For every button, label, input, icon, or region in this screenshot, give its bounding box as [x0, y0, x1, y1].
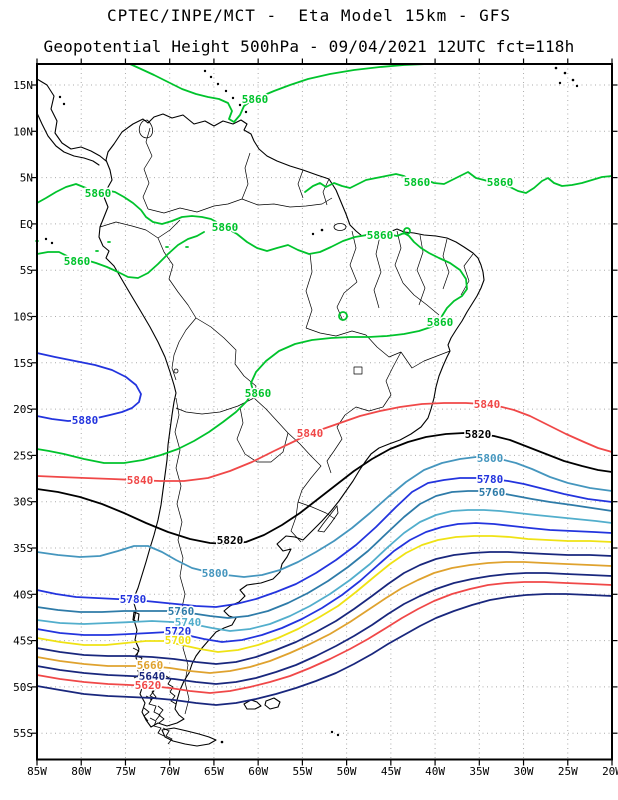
lat-label-15N: 15N [13, 79, 33, 92]
lon-label-55W: 55W [292, 765, 312, 778]
contour-5860-loop-2 [403, 227, 411, 235]
contour-5740 [36, 509, 613, 632]
contour-label-5860: 5860 [245, 387, 272, 400]
lon-label-70W: 70W [160, 765, 180, 778]
contour-label-5840: 5840 [297, 427, 324, 440]
contour-5860-north [129, 63, 428, 123]
patos-lagoon [317, 505, 339, 533]
lat-label-45S: 45S [13, 635, 33, 648]
contour-label-5860: 5860 [64, 255, 91, 268]
contour-label-5860: 5860 [212, 221, 239, 234]
contour-label-5820: 5820 [217, 534, 244, 547]
central-america-caribbean-coast [36, 78, 107, 162]
lat-label-5N: 5N [20, 172, 33, 185]
contour-label-5620: 5620 [135, 679, 162, 692]
contour-5720 [36, 522, 613, 643]
south-america-coastline [98, 113, 485, 728]
contour-5860-ecuador [36, 231, 205, 279]
lake-titicaca [173, 368, 179, 374]
contour-label-5840: 5840 [474, 398, 501, 411]
central-america-pacific-coast [36, 112, 100, 166]
coastlines-and-borders [36, 66, 579, 747]
lat-label-55S: 55S [13, 727, 33, 740]
contour-5820 [36, 432, 613, 545]
lon-label-25W: 25W [558, 765, 578, 778]
contour-5860-main [36, 183, 468, 464]
lat-label-35S: 35S [13, 542, 33, 555]
contour-label-5700: 5700 [165, 634, 192, 647]
contour-5660 [36, 561, 613, 674]
contour-label-5800: 5800 [202, 567, 229, 580]
contour-label-5860: 5860 [242, 93, 269, 106]
axis-labels: 15N 10N 5N EQ 5S 10S 15S 20S 25S 30S 35S 40S 45S 50S 5… [13, 79, 618, 778]
lon-label-30W: 30W [514, 765, 534, 778]
contour-5760 [36, 490, 613, 619]
contour-5860-atlantic [304, 171, 613, 194]
contour-label-5860: 5860 [367, 229, 394, 242]
contour-label-5800: 5800 [477, 452, 504, 465]
contour-label-5780: 5780 [477, 473, 504, 486]
contour-label-5740: 5740 [175, 616, 202, 629]
lon-label-45W: 45W [381, 765, 401, 778]
contour-5620 [36, 581, 613, 694]
lon-label-35W: 35W [469, 765, 489, 778]
lat-label-EQ: EQ [20, 218, 33, 231]
lat-label-5S: 5S [20, 264, 33, 277]
contour-5880 [36, 352, 142, 422]
title-line-2: Geopotential Height 500hPa - 09/04/2021 … [43, 37, 575, 56]
map-frame [36, 63, 613, 761]
island-specks [44, 66, 579, 744]
lat-label-10S: 10S [13, 311, 33, 324]
contour-5680 [36, 551, 613, 665]
patagonia-fjords [132, 647, 177, 745]
contour-label-5860: 5860 [404, 176, 431, 189]
contour-value-labels: 5880 5860 5860 5860 5860 5860 5860 5860 5860 5860… [62, 92, 515, 694]
lat-label-15S: 15S [13, 357, 33, 370]
contour-label-5640: 5640 [139, 670, 166, 683]
contour-5840 [36, 402, 613, 482]
lon-label-50W: 50W [337, 765, 357, 778]
falkland-islands-east [264, 697, 281, 710]
lon-label-40W: 40W [425, 765, 445, 778]
contour-label-5780: 5780 [120, 593, 147, 606]
lat-label-50S: 50S [13, 681, 33, 694]
contour-5780 [36, 477, 613, 608]
chiloe-island [132, 611, 140, 623]
contour-label-5760: 5760 [168, 605, 195, 618]
lat-label-20S: 20S [13, 403, 33, 416]
contour-label-5840: 5840 [127, 474, 154, 487]
lake-maracaibo [138, 119, 154, 139]
lon-label-60W: 60W [248, 765, 268, 778]
contour-label-5760: 5760 [479, 486, 506, 499]
contour-label-5720: 5720 [165, 625, 192, 638]
contour-lines [35, 63, 613, 706]
title-line-1: CPTEC/INPE/MCT - Eta Model 15km - GFS [106, 6, 512, 25]
contour-5640 [36, 572, 613, 685]
contour-label-5880: 5880 [72, 414, 99, 427]
lat-label-30S: 30S [13, 496, 33, 509]
lon-label-80W: 80W [71, 765, 91, 778]
contour-5860-loop-1 [338, 311, 348, 321]
distrito-federal [353, 366, 363, 375]
contour-5700 [36, 535, 613, 653]
lon-label-65W: 65W [204, 765, 224, 778]
contour-label-5660: 5660 [137, 659, 164, 672]
lat-label-40S: 40S [13, 588, 33, 601]
contour-5800 [36, 456, 613, 578]
marajo-island [333, 223, 347, 231]
contour-5600 [36, 593, 613, 706]
contour-label-5860: 5860 [427, 316, 454, 329]
internal-borders [99, 127, 474, 715]
contour-label-5860: 5860 [85, 187, 112, 200]
contour-label-5820: 5820 [465, 428, 492, 441]
tierra-del-fuego [161, 727, 217, 747]
lat-label-10N: 10N [13, 125, 33, 138]
lon-label-75W: 75W [116, 765, 136, 778]
lon-label-20W: 20W [602, 765, 618, 778]
contour-label-5860: 5860 [487, 176, 514, 189]
lon-label-85W: 85W [27, 765, 47, 778]
lat-label-25S: 25S [13, 449, 33, 462]
